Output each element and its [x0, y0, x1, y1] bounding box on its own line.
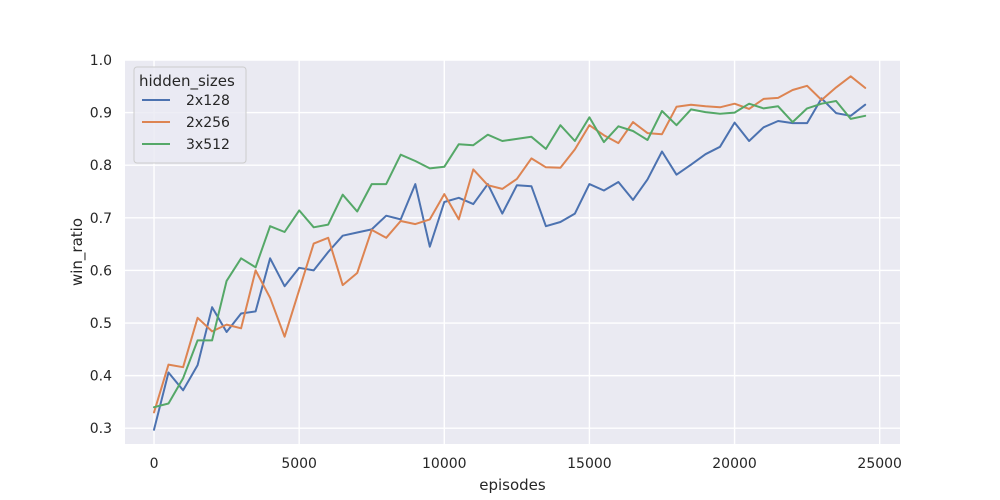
- legend: hidden_sizes 2x128 2x256 3x512: [133, 66, 247, 164]
- y-tick-label: 1.0: [90, 53, 112, 69]
- x-tick-label: 15000: [567, 456, 612, 472]
- series-line-2x128: [153, 97, 867, 431]
- series-line-3x512: [153, 100, 867, 409]
- legend-label-3x512: 3x512: [186, 137, 230, 153]
- y-tick-label: 0.6: [90, 263, 112, 279]
- y-tick-label: 0.4: [90, 369, 112, 385]
- y-tick-label: 0.8: [90, 158, 112, 174]
- y-axis-label: win_ratio: [68, 218, 87, 286]
- x-axis-label: episodes: [479, 476, 546, 494]
- legend-title: hidden_sizes: [139, 72, 235, 91]
- x-tick-label: 25000: [857, 456, 902, 472]
- x-tick-labels: 0 5000 10000 15000 20000 25000: [150, 456, 902, 472]
- series-lines: [153, 75, 867, 431]
- series-line-2x256: [153, 75, 867, 414]
- legend-label-2x128: 2x128: [186, 93, 230, 109]
- legend-label-2x256: 2x256: [186, 115, 230, 131]
- grid: [125, 59, 900, 444]
- y-tick-label: 0.9: [90, 106, 112, 122]
- x-tick-label: 5000: [281, 456, 317, 472]
- y-tick-label: 0.3: [90, 421, 112, 437]
- y-tick-label: 0.5: [90, 316, 112, 332]
- x-tick-label: 0: [150, 456, 159, 472]
- x-tick-label: 20000: [712, 456, 757, 472]
- y-tick-label: 0.7: [90, 211, 112, 227]
- y-tick-labels: 0.3 0.4 0.5 0.6 0.7 0.8 0.9 1.0: [90, 53, 112, 437]
- legend-box: [133, 66, 247, 164]
- x-tick-label: 10000: [422, 456, 467, 472]
